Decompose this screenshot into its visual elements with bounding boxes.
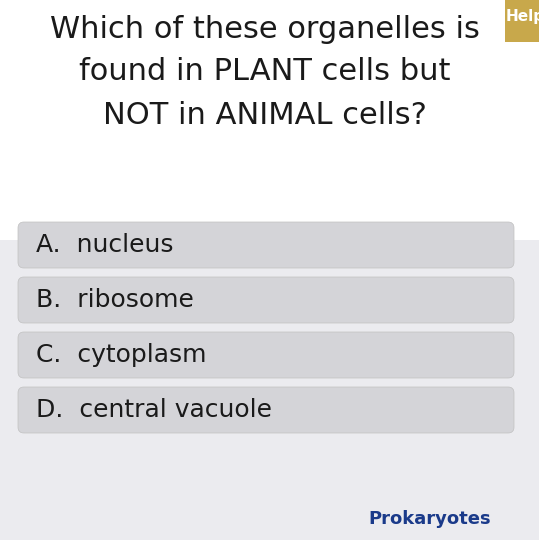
Text: B.  ribosome: B. ribosome	[36, 288, 194, 312]
Bar	[505, 0, 539, 42]
Text: NOT in ANIMAL cells?: NOT in ANIMAL cells?	[103, 100, 427, 130]
Text: Which of these organelles is: Which of these organelles is	[50, 16, 480, 44]
FancyBboxPatch shape	[18, 277, 514, 323]
FancyBboxPatch shape	[18, 387, 514, 433]
Text: D.  central vacuole: D. central vacuole	[36, 398, 272, 422]
Text: C.  cytoplasm: C. cytoplasm	[36, 343, 206, 367]
Text: Prokaryotes: Prokaryotes	[369, 510, 492, 528]
FancyBboxPatch shape	[18, 332, 514, 378]
Text: A.  nucleus: A. nucleus	[36, 233, 174, 257]
Bar	[0, 240, 539, 540]
Text: Help: Help	[506, 10, 539, 24]
Text: found in PLANT cells but: found in PLANT cells but	[79, 57, 451, 86]
Bar	[0, 0, 539, 240]
FancyBboxPatch shape	[18, 222, 514, 268]
